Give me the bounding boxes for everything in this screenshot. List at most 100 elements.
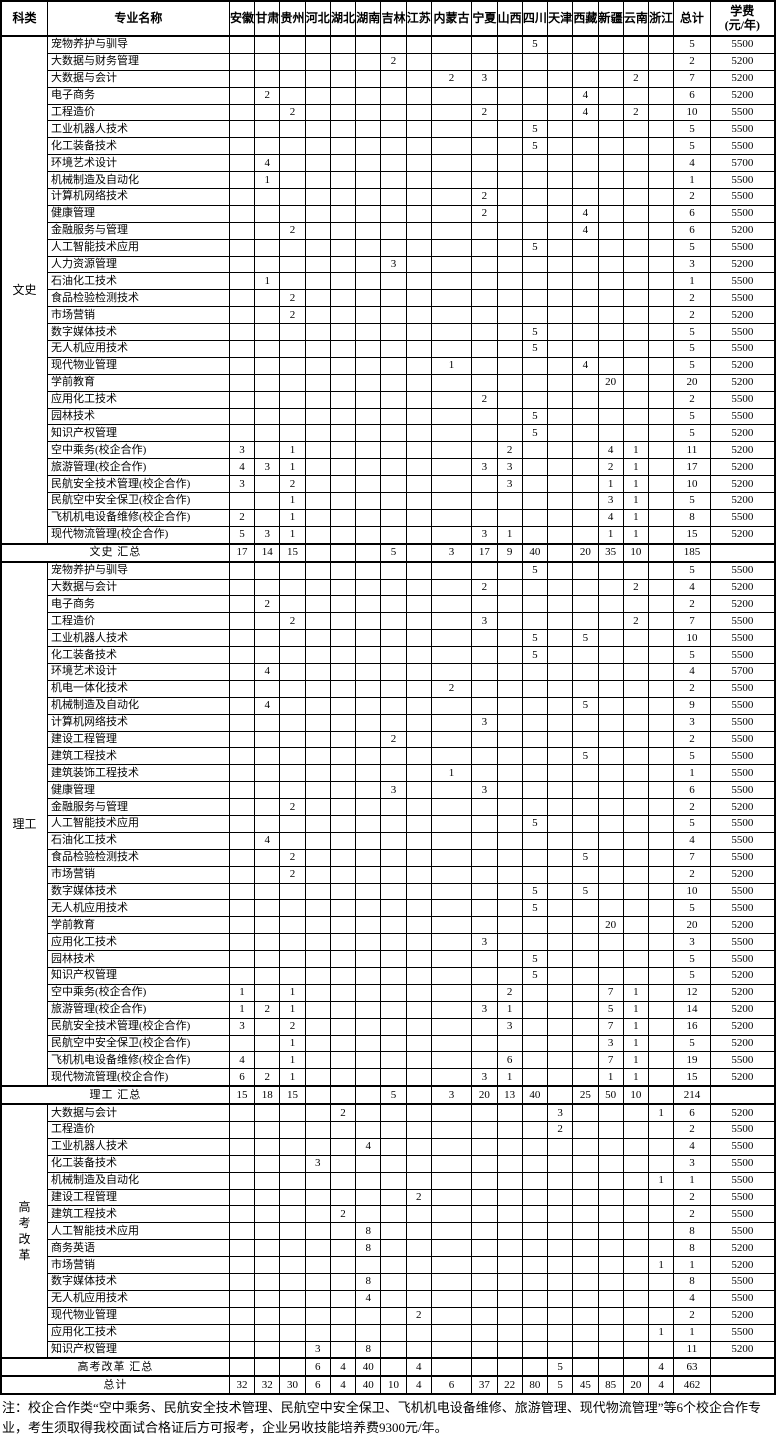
row-total-cell: 2 <box>673 289 711 308</box>
plan-count-cell <box>597 882 624 901</box>
plan-count-cell <box>355 424 382 443</box>
plan-count-cell <box>405 373 432 392</box>
plan-count-cell <box>329 475 357 494</box>
plan-count-cell <box>380 373 407 392</box>
plan-count-cell <box>304 1205 331 1224</box>
plan-count-cell <box>597 289 624 308</box>
plan-count-cell <box>546 458 574 477</box>
plan-count-cell: 5 <box>521 814 549 833</box>
plan-count-cell <box>355 120 382 139</box>
plan-count-cell <box>228 899 256 918</box>
plan-count-cell <box>471 154 498 173</box>
plan-count-cell <box>254 340 281 358</box>
table-row: 计算机网络技术 2 2 5500 <box>1 188 776 206</box>
table-row: 食品检验检测技术 2 2 5500 <box>1 289 776 308</box>
plan-count-cell <box>430 272 473 291</box>
plan-count-cell <box>546 407 574 426</box>
plan-count-cell: 2 <box>471 204 498 223</box>
summary-row: 高考改革 汇总 6 4 40 4 5 4 63 <box>0 1357 776 1378</box>
plan-count-cell <box>647 1121 675 1139</box>
plan-count-cell <box>572 424 599 443</box>
enrollment-plan-table: 科类 专业名称 安徽 甘肃 贵州 河北 湖北 湖南 吉林 江苏 内蒙古 宁夏 山西 四川 天津 西藏 新疆 云南浙… <box>0 0 776 1396</box>
plan-count-cell: 5 <box>380 542 407 563</box>
major-name-cell: 机电一体化技术 <box>46 679 230 698</box>
plan-count-cell <box>279 814 306 833</box>
plan-count-cell <box>471 848 498 867</box>
plan-count-cell <box>572 814 599 833</box>
fee-cell: 5200 <box>709 1017 776 1036</box>
row-total-cell: 5 <box>673 1034 711 1053</box>
plan-count-cell <box>304 171 331 190</box>
plan-count-cell: 25 <box>572 1085 599 1106</box>
plan-count-cell: 2 <box>471 103 498 122</box>
plan-count-cell <box>329 1256 357 1275</box>
plan-count-cell <box>597 272 624 291</box>
plan-count-cell <box>521 1051 549 1070</box>
plan-count-cell: 2 <box>279 306 306 325</box>
plan-count-cell <box>254 120 281 139</box>
plan-count-cell <box>329 646 357 664</box>
plan-count-cell <box>329 1017 357 1036</box>
plan-count-cell <box>430 1188 473 1207</box>
plan-count-cell: 1 <box>597 475 624 494</box>
plan-count-cell <box>471 882 498 901</box>
plan-count-cell: 5 <box>521 407 549 426</box>
plan-count-cell <box>521 289 549 308</box>
table-row: 化工装备技术 5 5 5500 <box>1 137 776 156</box>
plan-count-cell <box>254 1357 281 1378</box>
major-name-cell: 环境艺术设计 <box>46 154 230 173</box>
plan-count-cell <box>254 204 281 223</box>
plan-count-cell <box>304 646 331 664</box>
plan-count-cell <box>471 1051 498 1070</box>
plan-count-cell: 1 <box>647 1103 675 1123</box>
plan-count-cell <box>430 848 473 867</box>
major-name-cell: 建设工程管理 <box>46 730 230 749</box>
plan-count-cell <box>647 1000 675 1019</box>
plan-count-cell <box>521 713 549 732</box>
plan-count-cell <box>572 1034 599 1053</box>
plan-count-cell <box>355 899 382 918</box>
plan-count-cell <box>647 1034 675 1053</box>
plan-count-cell <box>622 255 650 274</box>
plan-count-cell <box>254 578 281 597</box>
fee-cell: 5200 <box>709 1306 776 1325</box>
plan-count-cell <box>496 120 523 139</box>
major-name-cell: 数字媒体技术 <box>46 323 230 342</box>
plan-count-cell <box>228 390 256 409</box>
plan-count-cell <box>254 424 281 443</box>
plan-count-cell <box>254 289 281 308</box>
plan-count-cell <box>228 238 256 257</box>
plan-count-cell <box>380 1103 407 1123</box>
plan-count-cell <box>405 238 432 257</box>
plan-count-cell: 2 <box>279 289 306 308</box>
plan-count-cell <box>496 1137 523 1156</box>
plan-count-cell <box>546 1171 574 1190</box>
table-row: 石油化工技术 1 1 5500 <box>1 272 776 291</box>
plan-count-cell: 1 <box>496 1068 523 1087</box>
major-name-cell: 建筑装饰工程技术 <box>46 764 230 783</box>
plan-count-cell <box>647 831 675 850</box>
plan-count-cell: 5 <box>521 238 549 257</box>
plan-count-cell <box>329 781 357 800</box>
plan-count-cell <box>622 1306 650 1325</box>
fee-cell: 5500 <box>709 1188 776 1207</box>
plan-count-cell <box>304 407 331 426</box>
plan-count-cell <box>496 882 523 901</box>
plan-count-cell <box>521 69 549 88</box>
plan-count-cell <box>279 730 306 749</box>
row-total-cell: 4 <box>673 1137 711 1156</box>
plan-count-cell <box>228 1239 256 1258</box>
plan-count-cell <box>647 69 675 88</box>
plan-count-cell <box>228 781 256 800</box>
table-row: 数字媒体技术 5 5 5500 <box>1 323 776 342</box>
plan-count-cell <box>496 595 523 614</box>
plan-count-cell <box>572 612 599 631</box>
summary-label: 文史 汇总 <box>0 542 230 563</box>
plan-count-cell <box>405 492 432 510</box>
plan-count-cell <box>304 492 331 510</box>
plan-count-cell <box>430 1256 473 1275</box>
plan-count-cell <box>546 1068 574 1087</box>
plan-count-cell: 4 <box>647 1375 675 1396</box>
table-row: 机械制造及自动化 4 5 9 5500 <box>1 696 776 715</box>
major-name-cell: 应用化工技术 <box>46 390 230 409</box>
